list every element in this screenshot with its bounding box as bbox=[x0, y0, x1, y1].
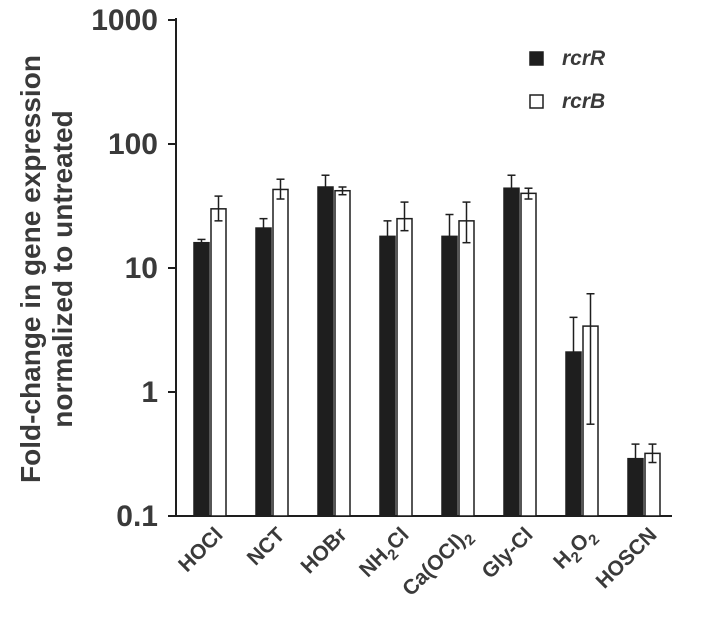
legend-label-rcrR: rcrR bbox=[562, 47, 606, 70]
x-tick-label-2: HOBr bbox=[296, 523, 351, 578]
y-tick-label: 1 bbox=[141, 376, 158, 409]
y-tick-labels: 0.1 1 10 100 1000 bbox=[91, 4, 158, 533]
bar-rcrR-2 bbox=[317, 186, 334, 517]
x-tick-label-1: NCT bbox=[243, 523, 290, 570]
bar-rcrB-4 bbox=[458, 220, 475, 517]
legend-swatch-rcrB bbox=[529, 94, 544, 109]
legend-swatch-rcrR bbox=[529, 51, 544, 66]
bar-rcrB-5 bbox=[520, 192, 537, 517]
bar-rcrB-3 bbox=[396, 217, 413, 517]
legend-label-rcrB: rcrB bbox=[562, 90, 605, 113]
bar-rcrR-4 bbox=[441, 235, 458, 517]
y-tick-label: 0.1 bbox=[116, 500, 158, 533]
bar-rcrR-1 bbox=[255, 227, 272, 517]
y-axis-label-line2: normalized to untreated bbox=[47, 110, 78, 427]
x-tick-label-6: H2O2 bbox=[549, 523, 603, 577]
y-axis bbox=[168, 18, 177, 517]
x-tick-label-4: Ca(OCl)2 bbox=[398, 523, 479, 604]
legend: rcrR rcrB bbox=[529, 47, 606, 113]
y-tick-label: 10 bbox=[125, 252, 158, 285]
x-tick-label-0: HOCl bbox=[174, 523, 227, 576]
y-tick-label: 1000 bbox=[91, 4, 158, 37]
x-tick-label-7: HOSCN bbox=[592, 523, 662, 593]
y-axis-label-line1: Fold-change in gene expression bbox=[15, 55, 46, 483]
bar-rcrR-0 bbox=[193, 241, 210, 517]
error-bars-group bbox=[197, 174, 657, 470]
bar-rcrR-3 bbox=[379, 235, 396, 517]
bar-rcrB-2 bbox=[334, 189, 351, 517]
y-tick-label: 100 bbox=[108, 128, 158, 161]
bar-rcrB-0 bbox=[210, 208, 227, 517]
bar-rcrB-1 bbox=[272, 188, 289, 517]
x-tick-label-5: Gly-Cl bbox=[478, 523, 538, 583]
bar-rcrR-5 bbox=[503, 187, 520, 517]
